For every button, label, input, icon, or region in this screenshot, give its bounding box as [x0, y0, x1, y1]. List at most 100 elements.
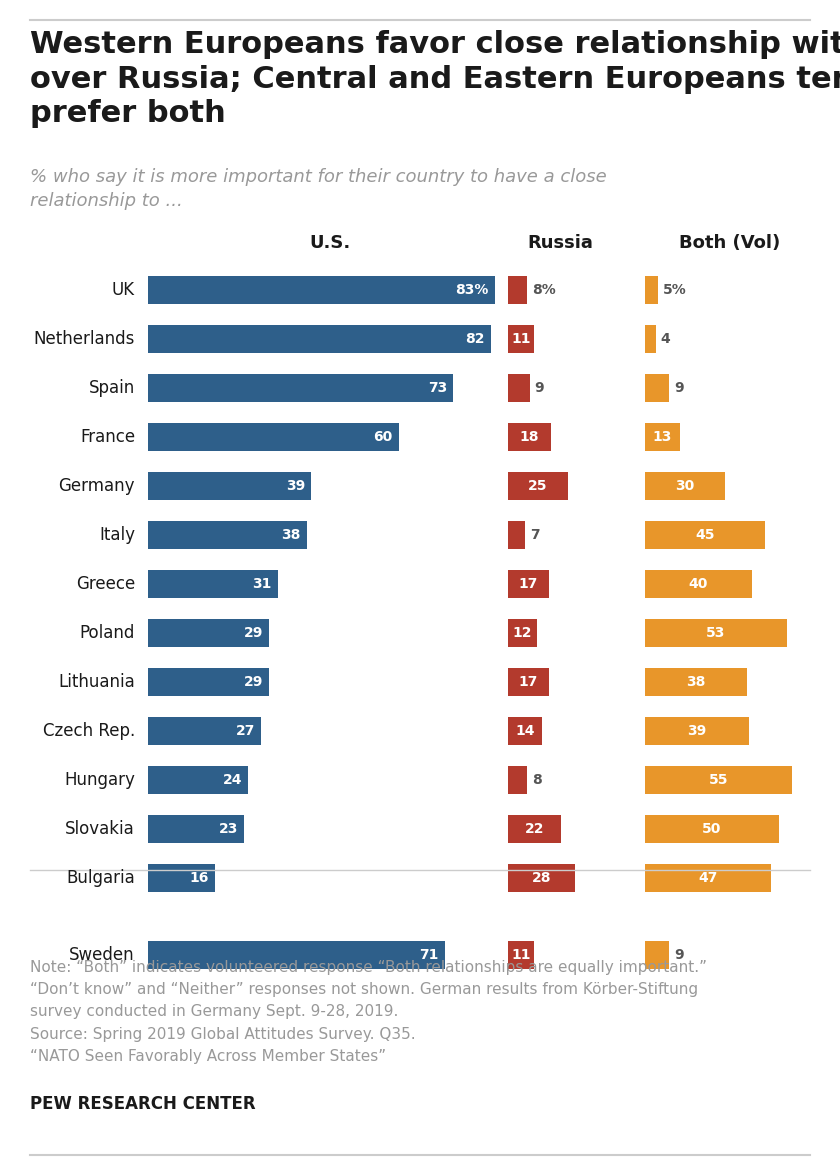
Text: 50: 50 [702, 822, 722, 836]
Bar [148, 668, 270, 696]
Text: 55: 55 [709, 772, 728, 787]
Bar [508, 619, 537, 647]
Bar [645, 765, 792, 794]
Bar [148, 375, 454, 402]
Bar [645, 472, 725, 500]
Text: 17: 17 [518, 675, 538, 689]
Text: 16: 16 [190, 871, 209, 885]
Bar [148, 325, 491, 353]
Text: 38: 38 [686, 675, 706, 689]
Text: 24: 24 [223, 772, 242, 787]
Bar [508, 668, 549, 696]
Bar [645, 375, 669, 402]
Text: 8%: 8% [533, 283, 556, 297]
Bar [508, 942, 534, 969]
Text: Lithuania: Lithuania [58, 673, 135, 691]
Text: 13: 13 [653, 430, 672, 444]
Text: 39: 39 [687, 724, 706, 738]
Bar [645, 276, 659, 304]
Bar [508, 765, 528, 794]
Text: 38: 38 [281, 528, 301, 542]
Text: 12: 12 [512, 626, 532, 640]
Text: 40: 40 [689, 576, 708, 591]
Text: Bulgaria: Bulgaria [66, 869, 135, 888]
Text: 17: 17 [518, 576, 538, 591]
Text: Greece: Greece [76, 575, 135, 593]
Bar [508, 815, 560, 843]
Text: Both (Vol): Both (Vol) [680, 234, 780, 252]
Text: 11: 11 [512, 332, 531, 346]
Text: PEW RESEARCH CENTER: PEW RESEARCH CENTER [30, 1095, 255, 1113]
Text: 11: 11 [512, 947, 531, 962]
Bar [148, 942, 445, 969]
Bar [645, 521, 765, 549]
Bar [148, 472, 311, 500]
Text: % who say it is more important for their country to have a close
relationship to: % who say it is more important for their… [30, 168, 606, 210]
Bar [148, 276, 495, 304]
Bar [508, 375, 529, 402]
Text: 29: 29 [244, 626, 263, 640]
Text: 27: 27 [235, 724, 255, 738]
Text: 28: 28 [532, 871, 551, 885]
Text: 18: 18 [520, 430, 539, 444]
Text: 9: 9 [674, 382, 684, 394]
Text: U.S.: U.S. [309, 234, 350, 252]
Bar [645, 815, 779, 843]
Text: 4: 4 [661, 332, 670, 346]
Text: 31: 31 [252, 576, 271, 591]
Bar [508, 276, 528, 304]
Bar [645, 325, 656, 353]
Text: UK: UK [112, 281, 135, 299]
Bar [645, 619, 786, 647]
Text: 71: 71 [419, 947, 438, 962]
Text: 30: 30 [675, 479, 695, 493]
Text: 82: 82 [465, 332, 485, 346]
Bar [508, 571, 549, 598]
Text: Note: “Both” indicates volunteered response “Both relationships are equally impo: Note: “Both” indicates volunteered respo… [30, 960, 707, 1064]
Text: 29: 29 [244, 675, 263, 689]
Text: Czech Rep.: Czech Rep. [43, 722, 135, 740]
Text: 23: 23 [218, 822, 239, 836]
Text: 8: 8 [533, 772, 542, 787]
Text: Russia: Russia [527, 234, 593, 252]
Bar [148, 521, 307, 549]
Text: 60: 60 [374, 430, 393, 444]
Text: France: France [80, 429, 135, 446]
Bar [508, 472, 568, 500]
Text: 14: 14 [515, 724, 534, 738]
Bar [148, 815, 244, 843]
Bar [148, 864, 215, 892]
Text: 47: 47 [698, 871, 717, 885]
Text: 9: 9 [534, 382, 544, 394]
Text: 7: 7 [530, 528, 539, 542]
Text: 53: 53 [706, 626, 726, 640]
Text: Hungary: Hungary [64, 771, 135, 789]
Bar [645, 717, 749, 745]
Bar [508, 325, 534, 353]
Bar [148, 571, 277, 598]
Bar [508, 423, 551, 451]
Bar [148, 619, 270, 647]
Text: 73: 73 [428, 382, 447, 394]
Bar [645, 423, 680, 451]
Text: 25: 25 [528, 479, 548, 493]
Bar [645, 668, 747, 696]
Bar [645, 942, 669, 969]
Bar [148, 765, 249, 794]
Text: Netherlands: Netherlands [34, 330, 135, 348]
Text: Sweden: Sweden [70, 946, 135, 964]
Text: Germany: Germany [59, 477, 135, 495]
Text: Slovakia: Slovakia [66, 819, 135, 838]
Bar [645, 571, 752, 598]
Text: Western Europeans favor close relationship with U.S.
over Russia; Central and Ea: Western Europeans favor close relationsh… [30, 31, 840, 128]
Text: Italy: Italy [99, 526, 135, 544]
Bar [148, 423, 399, 451]
Bar [645, 864, 770, 892]
Text: 39: 39 [286, 479, 305, 493]
Text: 45: 45 [696, 528, 715, 542]
Bar [508, 864, 575, 892]
Text: Poland: Poland [80, 625, 135, 642]
Text: Spain: Spain [89, 379, 135, 397]
Text: 9: 9 [674, 947, 684, 962]
Text: 83%: 83% [455, 283, 489, 297]
